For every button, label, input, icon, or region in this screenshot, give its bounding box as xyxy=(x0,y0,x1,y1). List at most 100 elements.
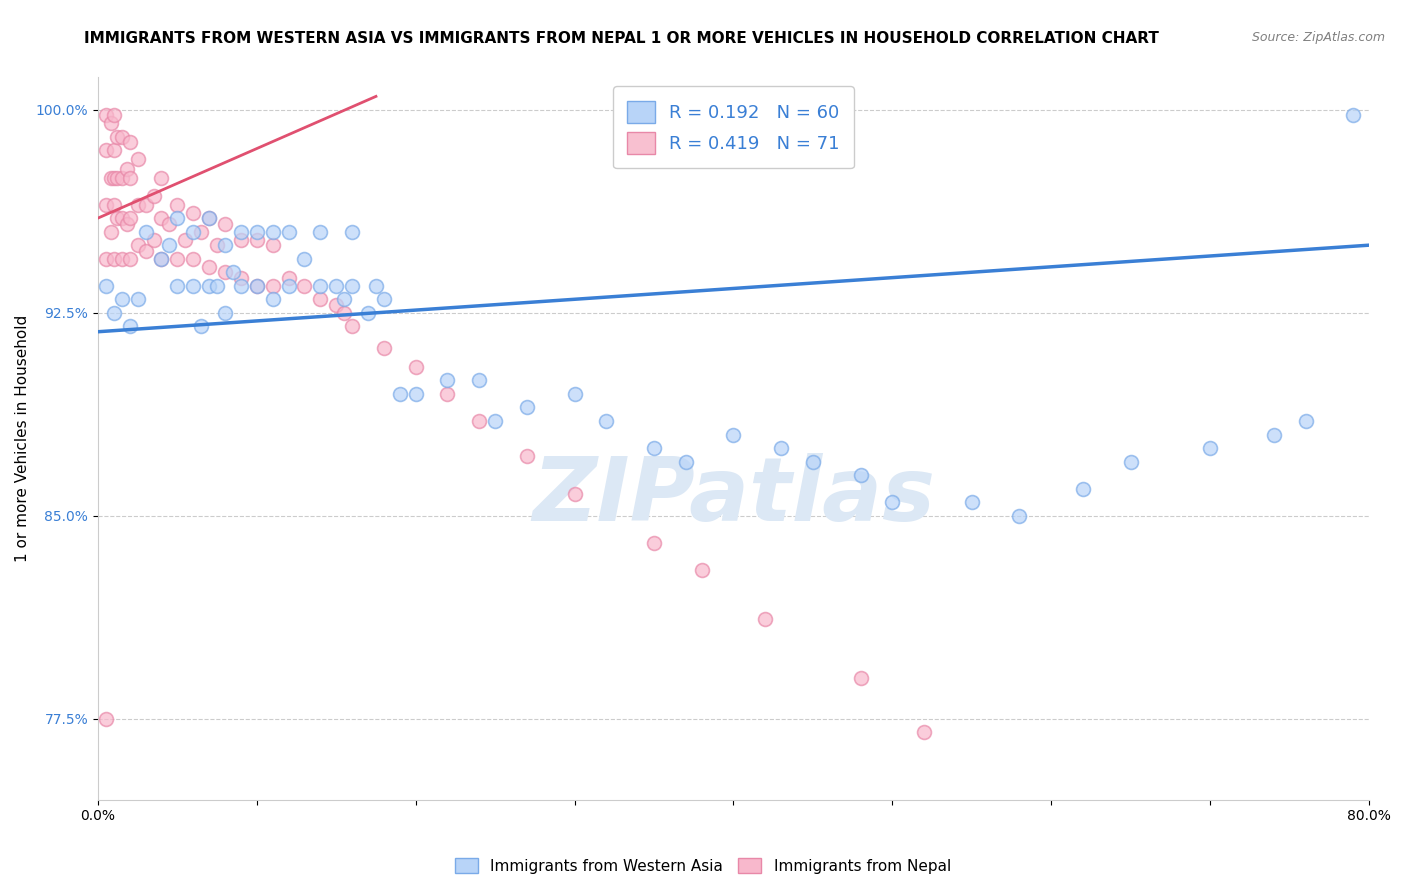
Point xyxy=(333,306,356,320)
Point xyxy=(166,197,188,211)
Text: Source: ZipAtlas.com: Source: ZipAtlas.com xyxy=(1251,31,1385,45)
Point xyxy=(127,293,149,307)
Point xyxy=(150,170,173,185)
Point xyxy=(127,197,149,211)
Point xyxy=(111,293,134,307)
Point xyxy=(1341,108,1364,122)
Point xyxy=(118,170,141,185)
Point xyxy=(643,441,665,455)
Point xyxy=(94,712,117,726)
Point xyxy=(94,252,117,266)
Point xyxy=(484,414,506,428)
Point xyxy=(94,108,117,122)
Point xyxy=(1119,454,1142,468)
Point xyxy=(174,233,197,247)
Point xyxy=(229,278,252,293)
Point xyxy=(294,252,316,266)
Point xyxy=(262,238,284,252)
Point xyxy=(111,252,134,266)
Point xyxy=(214,265,236,279)
Point xyxy=(198,260,221,274)
Point xyxy=(325,278,347,293)
Point xyxy=(468,414,491,428)
Point xyxy=(262,278,284,293)
Point xyxy=(277,225,299,239)
Point xyxy=(142,189,165,203)
Point xyxy=(309,278,332,293)
Point xyxy=(127,152,149,166)
Point xyxy=(135,225,157,239)
Point xyxy=(105,130,128,145)
Point xyxy=(157,217,180,231)
Point xyxy=(1295,414,1317,428)
Point xyxy=(181,205,204,219)
Text: ZIPatlas: ZIPatlas xyxy=(531,453,935,540)
Point xyxy=(118,252,141,266)
Point xyxy=(849,671,872,685)
Point xyxy=(340,225,363,239)
Point xyxy=(181,278,204,293)
Point xyxy=(103,144,125,158)
Point xyxy=(340,319,363,334)
Point xyxy=(723,427,745,442)
Point xyxy=(205,278,228,293)
Point xyxy=(166,278,188,293)
Point xyxy=(246,278,269,293)
Point xyxy=(229,270,252,285)
Point xyxy=(262,225,284,239)
Point xyxy=(246,225,269,239)
Point xyxy=(103,108,125,122)
Point xyxy=(150,211,173,226)
Point xyxy=(262,293,284,307)
Point xyxy=(1199,441,1222,455)
Point xyxy=(388,387,411,401)
Point xyxy=(214,238,236,252)
Point xyxy=(373,341,395,355)
Point xyxy=(564,487,586,501)
Point xyxy=(309,225,332,239)
Point xyxy=(849,468,872,483)
Point xyxy=(222,265,245,279)
Point xyxy=(468,373,491,387)
Point xyxy=(754,611,776,625)
Point xyxy=(94,197,117,211)
Point xyxy=(105,170,128,185)
Point xyxy=(405,387,427,401)
Text: IMMIGRANTS FROM WESTERN ASIA VS IMMIGRANTS FROM NEPAL 1 OR MORE VEHICLES IN HOUS: IMMIGRANTS FROM WESTERN ASIA VS IMMIGRAN… xyxy=(84,31,1159,46)
Point xyxy=(100,116,122,130)
Point xyxy=(157,238,180,252)
Point xyxy=(229,233,252,247)
Point xyxy=(214,217,236,231)
Point xyxy=(882,495,904,509)
Point xyxy=(118,136,141,150)
Point xyxy=(198,211,221,226)
Point xyxy=(309,293,332,307)
Legend: Immigrants from Western Asia, Immigrants from Nepal: Immigrants from Western Asia, Immigrants… xyxy=(449,852,957,880)
Point xyxy=(675,454,697,468)
Point xyxy=(198,278,221,293)
Point xyxy=(516,401,538,415)
Point xyxy=(564,387,586,401)
Point xyxy=(333,293,356,307)
Point xyxy=(405,359,427,374)
Point xyxy=(135,244,157,258)
Point xyxy=(190,225,212,239)
Point xyxy=(214,306,236,320)
Point xyxy=(198,211,221,226)
Point xyxy=(643,535,665,549)
Point xyxy=(357,306,380,320)
Point xyxy=(690,563,713,577)
Point xyxy=(111,130,134,145)
Point xyxy=(770,441,793,455)
Point xyxy=(246,278,269,293)
Point xyxy=(103,306,125,320)
Point xyxy=(103,170,125,185)
Point xyxy=(100,225,122,239)
Point xyxy=(118,319,141,334)
Point xyxy=(246,233,269,247)
Point xyxy=(115,162,138,177)
Point xyxy=(166,211,188,226)
Point xyxy=(325,298,347,312)
Point xyxy=(436,387,458,401)
Point xyxy=(103,197,125,211)
